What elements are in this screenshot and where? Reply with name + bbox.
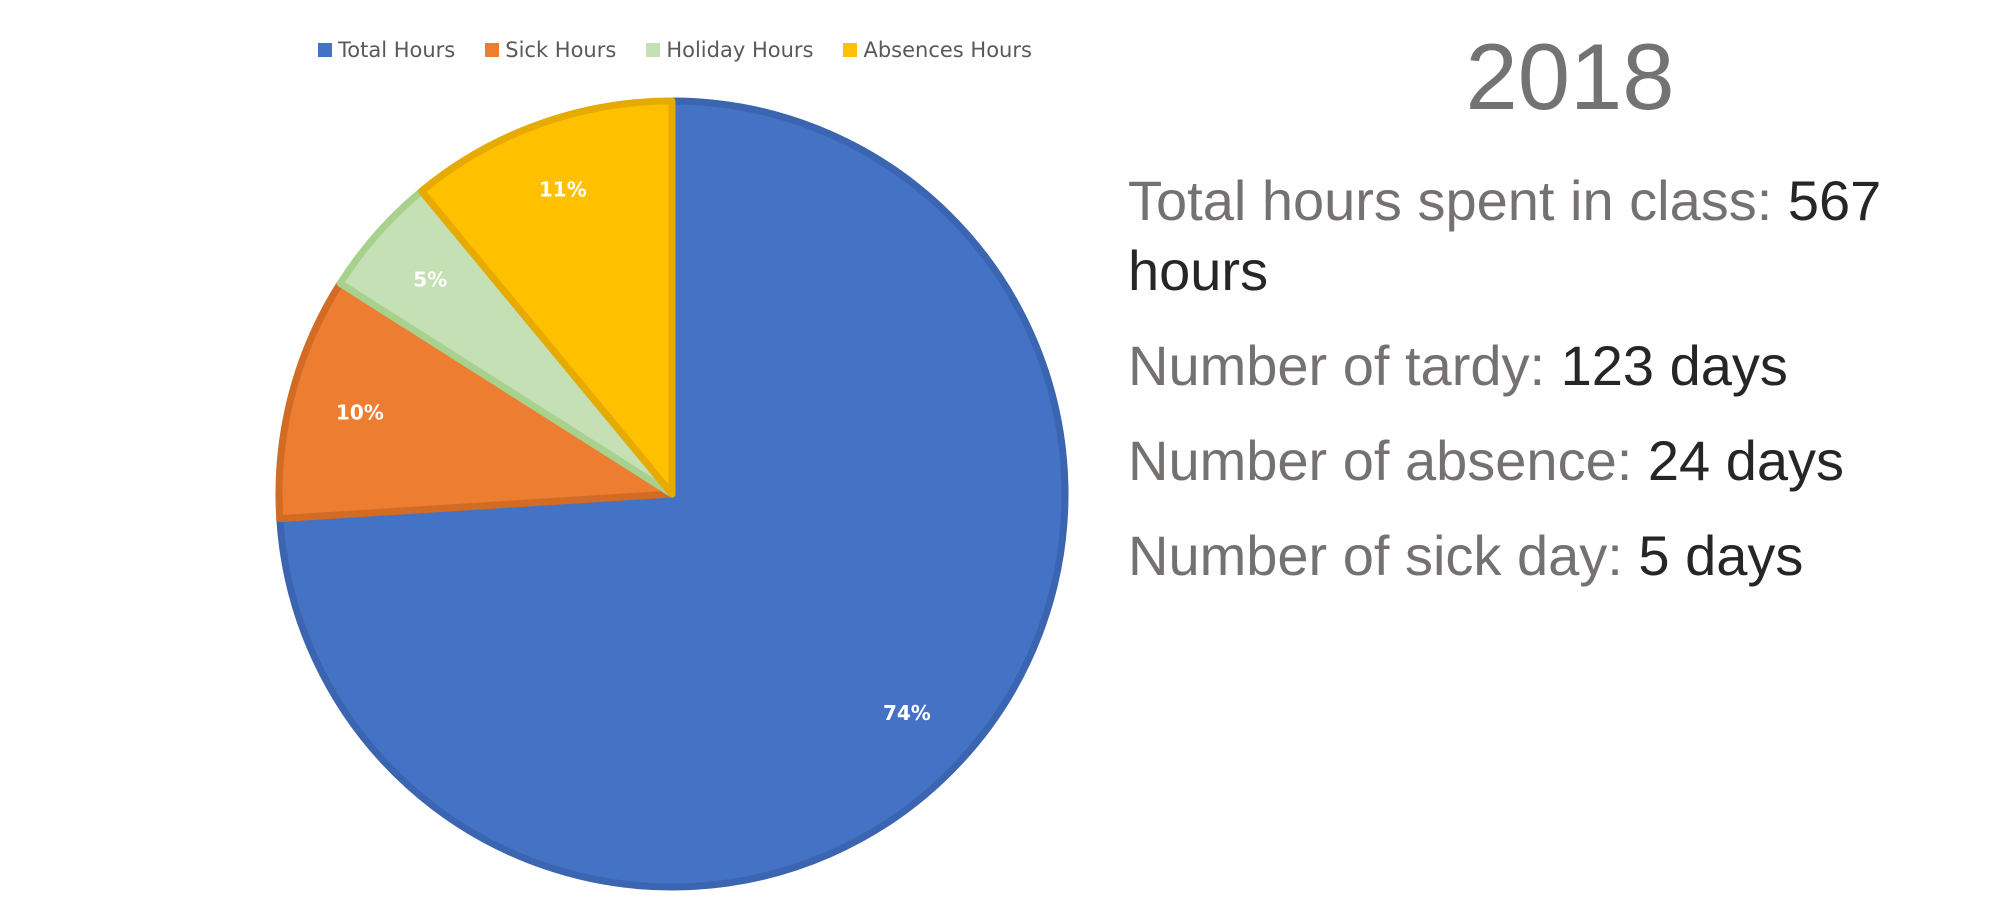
- slice-data-label: 74%: [883, 701, 931, 725]
- stat-label: Number of sick day:: [1128, 524, 1639, 587]
- legend-swatch: [318, 43, 332, 57]
- legend-label: Holiday Hours: [666, 38, 814, 62]
- stat-total-hours: Total hours spent in class: 567 hours: [1128, 166, 1988, 306]
- legend-label: Sick Hours: [505, 38, 617, 62]
- year-heading: 2018: [1465, 24, 1675, 129]
- stats-panel: Total hours spent in class: 567 hours Nu…: [1128, 166, 1988, 616]
- stat-label: Number of absence:: [1128, 429, 1648, 492]
- slice-data-label: 10%: [336, 400, 384, 424]
- chart-legend: Total Hours Sick Hours Holiday Hours Absenc…: [318, 38, 1062, 62]
- stat-label: Number of tardy:: [1128, 334, 1561, 397]
- stat-label: Total hours spent in class:: [1128, 169, 1788, 232]
- legend-item: Total Hours: [318, 38, 455, 62]
- legend-swatch: [485, 43, 500, 57]
- legend-label: Total Hours: [338, 38, 456, 62]
- slice-data-label: 5%: [413, 267, 447, 291]
- legend-swatch: [843, 43, 858, 57]
- stat-tardy: Number of tardy: 123 days: [1128, 331, 1988, 401]
- stat-value: 24 days: [1647, 429, 1844, 492]
- slice-data-label: 11%: [539, 177, 587, 201]
- legend-item: Absences Hours: [843, 38, 1032, 62]
- legend-item: Sick Hours: [485, 38, 616, 62]
- pie-chart: 74% 10% 5% 11%: [275, 97, 1069, 891]
- pie-slice: [275, 279, 676, 523]
- legend-item: Holiday Hours: [646, 38, 813, 62]
- pie-slice: [417, 97, 676, 498]
- stat-value: 5 days: [1638, 524, 1804, 587]
- legend-label: Absences Hours: [863, 38, 1032, 62]
- legend-swatch: [646, 43, 661, 57]
- stat-absence: Number of absence: 24 days: [1128, 426, 1988, 496]
- stat-sick-day: Number of sick day: 5 days: [1128, 521, 1988, 591]
- stat-value: 567 hours: [1128, 169, 1882, 302]
- stat-value: 123 days: [1560, 334, 1788, 397]
